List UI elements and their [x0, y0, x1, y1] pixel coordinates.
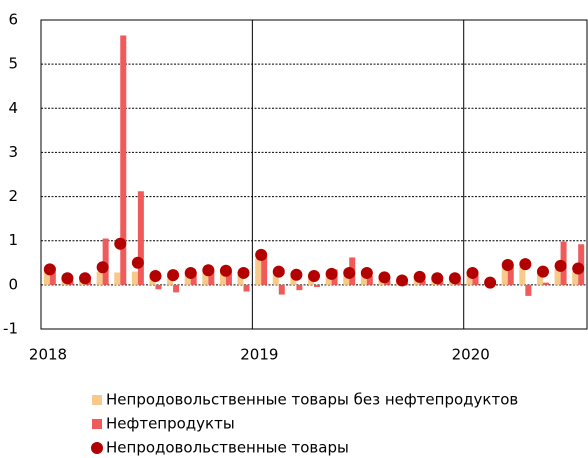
bar	[184, 273, 191, 285]
legend-swatch	[92, 419, 102, 429]
bar	[272, 271, 279, 285]
dot	[431, 272, 444, 285]
bar	[237, 271, 244, 285]
bar	[296, 284, 303, 291]
y-tick-label: 5	[8, 55, 18, 73]
bar	[536, 271, 543, 285]
dot	[114, 237, 127, 250]
y-tick-label: 0	[8, 275, 18, 293]
dot	[79, 272, 92, 285]
bar	[554, 269, 561, 285]
dot	[202, 264, 215, 277]
dot	[184, 266, 197, 279]
dot	[325, 267, 338, 280]
bar	[173, 284, 180, 293]
bar	[243, 284, 250, 292]
dot	[519, 258, 532, 271]
bar	[167, 276, 174, 285]
dot	[167, 269, 180, 282]
bar	[43, 271, 50, 285]
bar	[225, 271, 232, 285]
dot	[308, 270, 320, 283]
dot	[484, 276, 497, 289]
dot	[536, 265, 549, 278]
dot	[448, 272, 461, 285]
bar	[519, 267, 526, 285]
dot	[554, 259, 567, 272]
dot	[396, 274, 409, 287]
bar	[155, 284, 162, 290]
bar	[314, 284, 320, 288]
x-tick-label: 2020	[452, 346, 490, 364]
bar	[572, 271, 579, 285]
y-tick-label: 4	[8, 99, 18, 117]
y-tick-label: 3	[8, 143, 18, 161]
dot	[255, 248, 268, 261]
bar	[472, 271, 479, 285]
dot	[290, 268, 303, 281]
dot	[131, 256, 144, 269]
legend-swatch	[92, 395, 102, 405]
bar	[366, 276, 373, 285]
bar	[202, 271, 209, 285]
bar	[360, 273, 367, 285]
bar	[120, 35, 127, 285]
bar	[542, 282, 549, 285]
bar	[102, 238, 109, 285]
dot	[501, 258, 514, 271]
dot	[572, 262, 585, 275]
bar	[190, 271, 197, 285]
y-tick-label: 6	[8, 11, 18, 29]
dot	[360, 266, 373, 279]
bar	[261, 253, 268, 285]
bar	[96, 271, 103, 285]
dot	[219, 264, 232, 277]
dot	[343, 266, 356, 279]
y-tick-label: -1	[3, 320, 18, 338]
bar	[384, 280, 391, 285]
legend-label: Непродовольственные товары без нефтепрод…	[106, 391, 518, 409]
bar	[525, 284, 532, 296]
legend-label: Нефтепродукты	[106, 415, 235, 433]
bar	[343, 276, 350, 285]
bar	[278, 284, 285, 295]
bar	[131, 271, 138, 285]
dot	[96, 261, 109, 274]
bar	[419, 280, 426, 285]
bar	[49, 267, 56, 285]
bar	[219, 272, 226, 285]
y-tick-label: 1	[8, 231, 18, 249]
legend-swatch	[91, 442, 103, 454]
dot	[149, 270, 162, 283]
dot	[237, 266, 250, 279]
dot	[61, 272, 74, 285]
bar	[507, 264, 514, 285]
dot	[413, 270, 426, 283]
dot	[378, 271, 391, 284]
dot	[466, 266, 479, 279]
bar	[114, 272, 121, 285]
dot	[272, 265, 285, 278]
bar	[466, 273, 473, 285]
bar	[501, 267, 508, 285]
x-tick-label: 2019	[240, 346, 278, 364]
bar	[325, 276, 332, 285]
bar	[208, 269, 215, 285]
bar	[255, 258, 262, 285]
dot	[43, 263, 56, 276]
plot-frame	[40, 19, 588, 330]
bar	[290, 276, 297, 285]
y-tick-label: 2	[8, 187, 18, 205]
legend-label: Непродовольственные товары	[106, 439, 349, 457]
bar	[137, 191, 144, 285]
x-tick-label: 2018	[29, 346, 67, 364]
